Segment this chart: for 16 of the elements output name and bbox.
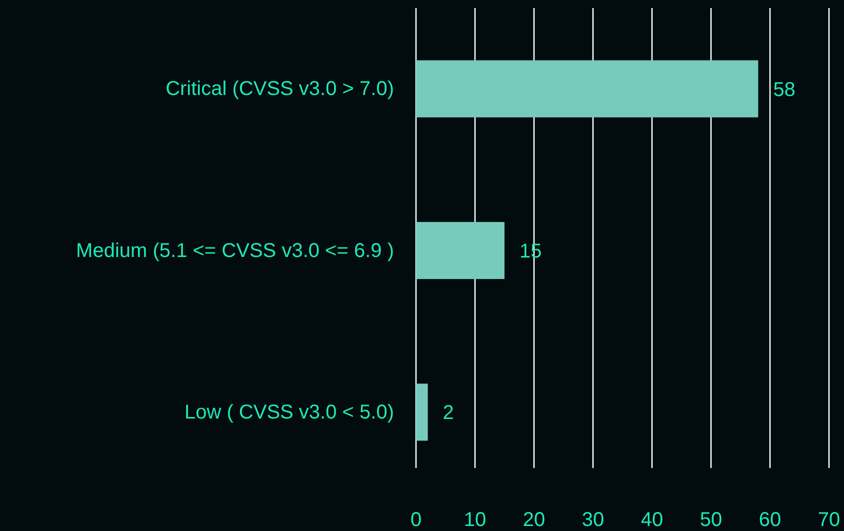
x-tick-label: 0 <box>410 509 422 531</box>
bar <box>416 384 428 441</box>
y-tick-label: Medium (5.1 <= CVSS v3.0 <= 6.9 ) <box>76 240 394 262</box>
y-tick-label: Critical (CVSS v3.0 > 7.0) <box>166 78 394 100</box>
y-tick-label: Low ( CVSS v3.0 < 5.0) <box>184 402 394 424</box>
bar <box>416 60 758 118</box>
x-tick-label: 30 <box>582 509 604 531</box>
x-tick-label: 60 <box>758 509 782 531</box>
x-tick-label: 40 <box>640 509 664 531</box>
x-tick-label: 70 <box>818 509 840 531</box>
x-tick-label: 20 <box>522 509 546 531</box>
bar <box>416 222 504 280</box>
data-label: 58 <box>773 78 796 101</box>
x-tick-label: 10 <box>464 509 486 531</box>
data-label: 2 <box>442 402 454 424</box>
x-tick-label: 50 <box>700 509 722 531</box>
